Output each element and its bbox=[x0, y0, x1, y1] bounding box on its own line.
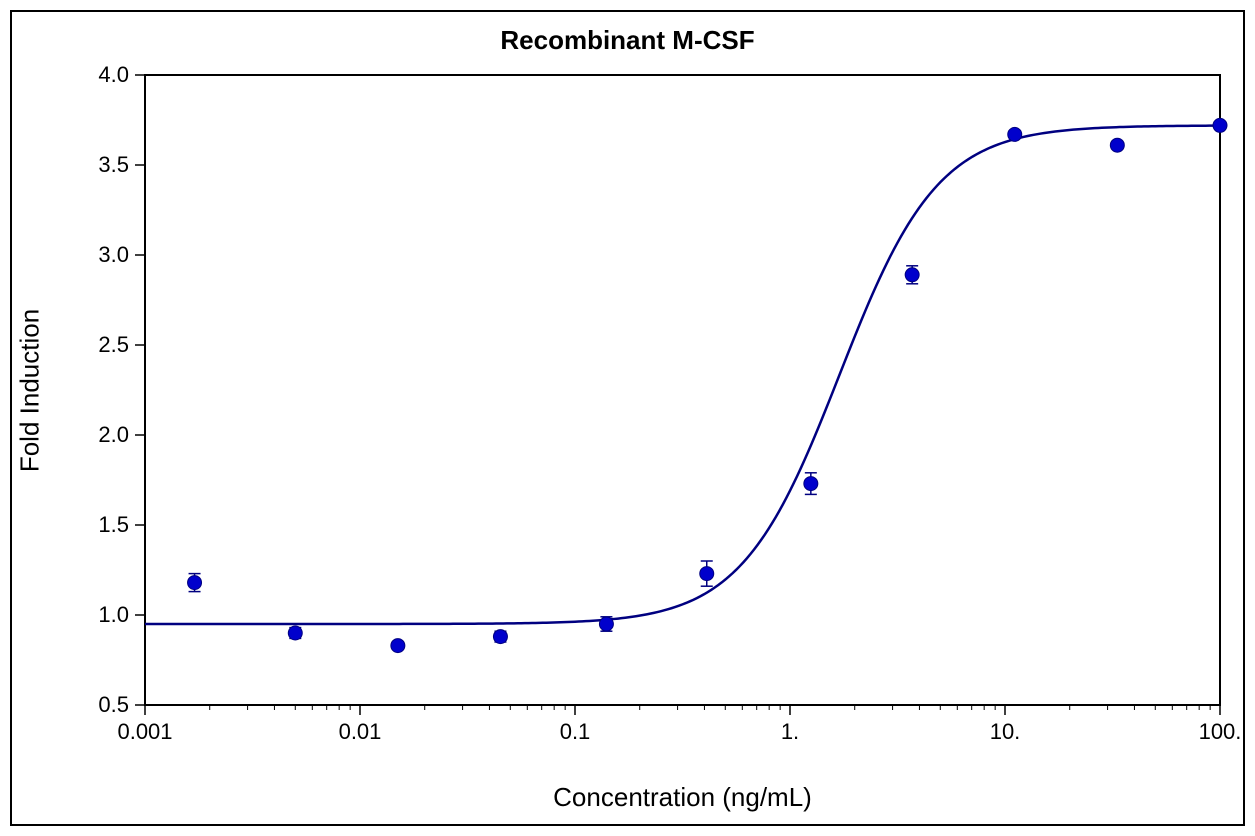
x-tick-label: 0.001 bbox=[105, 719, 185, 745]
y-tick-label: 0.5 bbox=[98, 692, 129, 718]
y-tick-label: 3.5 bbox=[98, 152, 129, 178]
x-tick-label: 1. bbox=[750, 719, 830, 745]
x-tick-label: 0.1 bbox=[535, 719, 615, 745]
y-tick-label: 2.5 bbox=[98, 332, 129, 358]
x-tick-label: 10. bbox=[965, 719, 1045, 745]
y-tick-label: 1.5 bbox=[98, 512, 129, 538]
y-tick-label: 2.0 bbox=[98, 422, 129, 448]
chart-svg bbox=[0, 0, 1255, 836]
x-tick-label: 0.01 bbox=[320, 719, 400, 745]
y-tick-label: 4.0 bbox=[98, 62, 129, 88]
y-tick-label: 1.0 bbox=[98, 602, 129, 628]
x-tick-label: 100. bbox=[1180, 719, 1255, 745]
y-tick-label: 3.0 bbox=[98, 242, 129, 268]
